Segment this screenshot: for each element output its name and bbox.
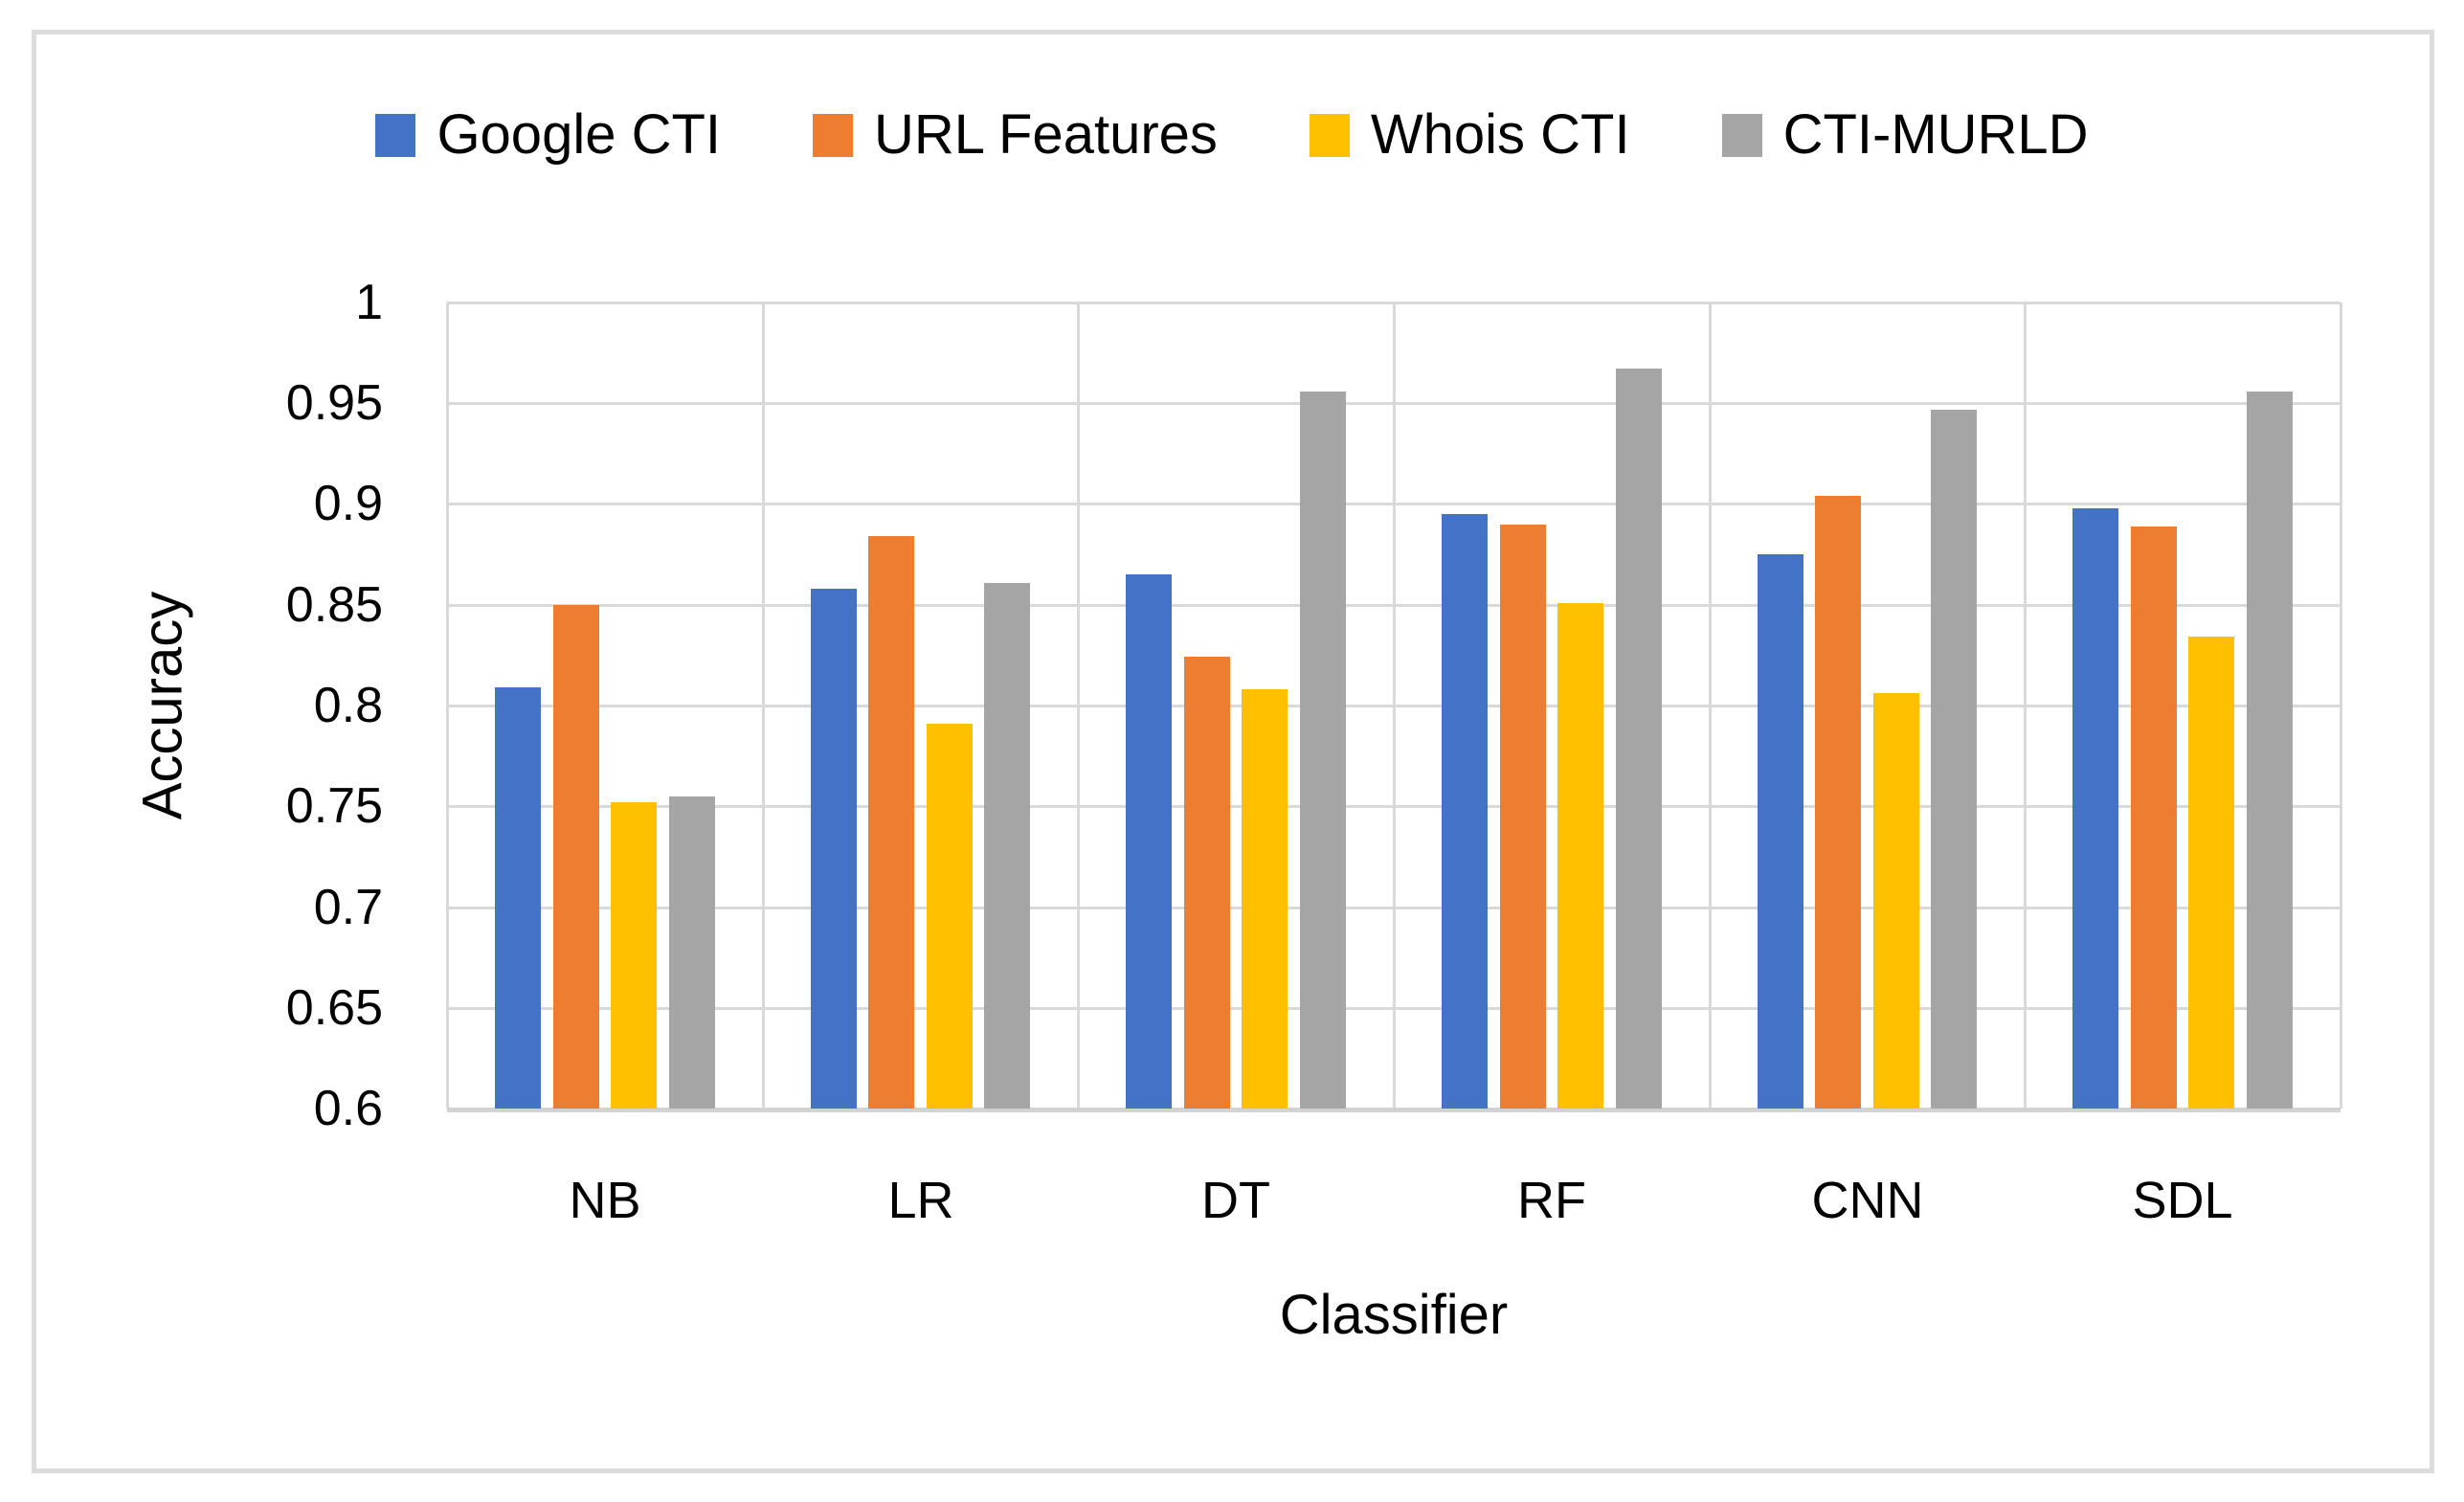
bar-whois-cti-nb [611,802,657,1109]
x-axis-line [447,1108,2341,1112]
legend-swatch-url-features [813,113,854,157]
legend-label-cti-murld: CTI-MURLD [1782,103,2089,166]
bar-google-cti-dt [1126,574,1172,1109]
chart-legend: Google CTI URL Features Whois CTI CTI-MU… [0,107,2464,163]
y-tick-label: 0.8 [313,678,383,733]
bar-cti-murld-cnn [1931,410,1977,1109]
bar-url-features-nb [553,605,599,1109]
x-category-label-cnn: CNN [1811,1172,1924,1229]
y-tick-label: 0.75 [285,778,383,834]
plot-area [446,302,2342,1112]
y-tick-label: 0.6 [313,1081,383,1136]
horizontal-gridline [447,907,2341,909]
legend-label-google-cti: Google CTI [437,103,722,166]
bar-url-features-sdl [2131,527,2177,1109]
x-category-label-sdl: SDL [2132,1172,2233,1229]
bar-google-cti-sdl [2072,508,2118,1109]
y-tick-label: 0.85 [285,577,383,633]
x-axis-title: Classifier [1279,1284,1509,1346]
bar-google-cti-nb [495,687,541,1109]
y-tick-label: 0.95 [285,375,383,431]
legend-swatch-cti-murld [1721,113,1762,157]
bar-cti-murld-nb [669,796,715,1109]
horizontal-gridline [447,1007,2341,1010]
y-tick-label: 1 [355,275,383,330]
bar-whois-cti-rf [1557,603,1603,1109]
legend-swatch-whois-cti [1309,113,1350,157]
bar-cti-murld-rf [1616,369,1662,1109]
horizontal-gridline [447,302,2341,304]
bar-cti-murld-dt [1300,392,1346,1109]
x-category-label-rf: RF [1517,1172,1586,1229]
bar-url-features-lr [868,536,914,1109]
bar-url-features-dt [1184,657,1230,1109]
legend-swatch-google-cti [375,113,416,157]
bar-cti-murld-lr [984,583,1030,1109]
horizontal-gridline [447,705,2341,707]
x-category-label-lr: LR [887,1172,954,1229]
legend-item-whois-cti: Whois CTI [1309,103,1630,166]
y-tick-label: 0.7 [313,880,383,935]
bar-google-cti-rf [1442,514,1488,1109]
legend-label-whois-cti: Whois CTI [1370,103,1630,166]
bar-google-cti-cnn [1758,554,1803,1109]
y-tick-label: 0.65 [285,980,383,1036]
bar-whois-cti-lr [927,724,973,1109]
bar-whois-cti-dt [1242,689,1288,1109]
bar-cti-murld-sdl [2247,392,2293,1109]
legend-item-cti-murld: CTI-MURLD [1721,103,2089,166]
x-category-label-nb: NB [569,1172,641,1229]
legend-item-url-features: URL Features [813,107,1218,163]
bar-url-features-rf [1500,525,1546,1109]
bar-whois-cti-sdl [2188,637,2234,1109]
horizontal-gridline [447,805,2341,808]
x-category-label-dt: DT [1201,1172,1270,1229]
horizontal-gridline [447,503,2341,505]
legend-label-url-features: URL Features [874,103,1218,166]
bar-google-cti-lr [811,589,857,1109]
vertical-gridline [2340,303,2342,1109]
bar-whois-cti-cnn [1873,693,1919,1109]
y-axis-title: Accuracy [131,591,194,820]
horizontal-gridline [447,604,2341,607]
y-tick-label: 0.9 [313,476,383,531]
horizontal-gridline [447,402,2341,405]
bar-url-features-cnn [1815,496,1861,1109]
legend-item-google-cti: Google CTI [375,107,721,163]
